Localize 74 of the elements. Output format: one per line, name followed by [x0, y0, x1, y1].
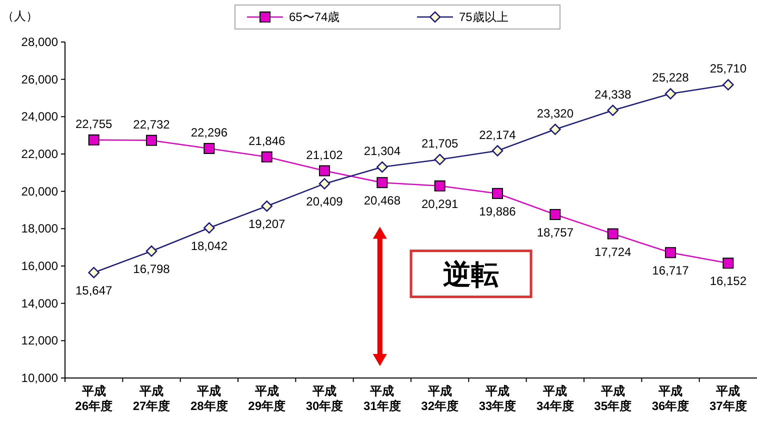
y-tick-label: 16,000 — [21, 259, 58, 273]
x-tick-label: 平成 29年度 — [248, 384, 286, 413]
x-tick-label: 平成 37年度 — [709, 384, 747, 413]
data-label: 20,468 — [364, 194, 401, 208]
data-label: 19,886 — [479, 204, 516, 218]
point — [376, 161, 388, 173]
data-label: 22,755 — [75, 116, 113, 131]
x-tick-label: 平成 32年度 — [421, 384, 459, 413]
data-label: 16,798 — [133, 262, 170, 276]
x-tick-label: 平成 30年度 — [306, 384, 344, 413]
point — [607, 228, 618, 240]
data-label: 22,732 — [133, 117, 170, 132]
point — [665, 247, 676, 258]
data-label: 18,757 — [536, 226, 574, 240]
point — [146, 245, 158, 257]
x-tick-label: 平成 27年度 — [132, 384, 170, 413]
data-label: 18,042 — [190, 238, 228, 253]
point — [319, 165, 330, 176]
point — [261, 200, 272, 212]
point — [376, 177, 388, 188]
point — [434, 180, 446, 192]
point — [607, 104, 618, 116]
y-tick-label: 20,000 — [21, 184, 58, 198]
annotation: 逆転 — [443, 258, 499, 290]
y-tick-label: 18,000 — [21, 222, 58, 236]
point — [318, 178, 330, 190]
x-tick-label: 平成 28年度 — [190, 384, 228, 413]
point — [261, 151, 272, 162]
y-tick-label: 14,000 — [21, 296, 58, 310]
point — [722, 258, 734, 269]
point — [722, 79, 734, 90]
data-label: 21,304 — [364, 144, 401, 158]
data-label: 22,174 — [479, 128, 516, 142]
data-label: 25,228 — [652, 70, 690, 85]
point — [550, 124, 561, 136]
legend-label: 65〜74歳 — [289, 10, 340, 24]
point — [204, 222, 215, 234]
x-tick-label: 平成 36年度 — [652, 384, 690, 413]
data-label: 21,705 — [421, 136, 459, 151]
data-label: 21,846 — [248, 134, 286, 148]
data-label: 19,207 — [248, 217, 286, 232]
data-label: 23,320 — [536, 106, 574, 120]
y-axis-title: （人） — [2, 9, 38, 23]
y-tick-label: 28,000 — [21, 35, 58, 49]
data-label: 20,291 — [421, 196, 459, 211]
point — [492, 145, 504, 156]
point — [550, 209, 561, 220]
data-label: 17,724 — [594, 244, 632, 259]
x-tick-label: 平成 33年度 — [478, 384, 516, 413]
point — [434, 154, 446, 166]
y-tick-label: 26,000 — [21, 72, 58, 86]
data-label: 16,717 — [652, 264, 690, 278]
point — [88, 134, 100, 146]
y-tick-label: 12,000 — [21, 334, 58, 348]
legend-label: 75歳以上 — [459, 10, 508, 24]
x-tick-label: 平成 34年度 — [536, 384, 574, 413]
y-tick-label: 24,000 — [21, 110, 58, 124]
point — [492, 188, 503, 199]
data-label: 20,409 — [306, 194, 344, 209]
point — [204, 142, 215, 154]
x-tick-label: 平成 26年度 — [75, 384, 113, 413]
data-label: 24,338 — [594, 87, 632, 102]
point — [664, 88, 676, 100]
point — [146, 134, 157, 146]
y-tick-label: 10,000 — [21, 371, 58, 385]
data-label: 21,102 — [306, 148, 344, 162]
data-label: 16,152 — [710, 274, 747, 288]
x-tick-label: 平成 35年度 — [594, 384, 632, 413]
data-label: 22,296 — [190, 125, 228, 140]
data-label: 25,710 — [710, 62, 747, 76]
y-tick-label: 22,000 — [21, 147, 58, 161]
data-label: 15,647 — [75, 284, 113, 298]
point — [88, 266, 100, 278]
x-tick-label: 平成 31年度 — [363, 384, 401, 413]
